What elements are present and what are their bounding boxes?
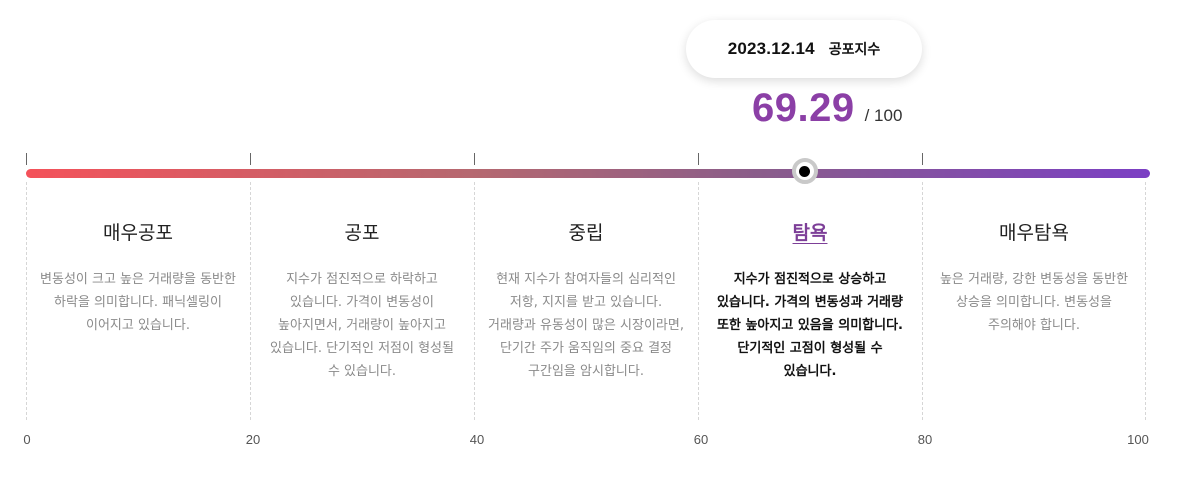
gauge-tick — [922, 153, 923, 165]
segment-description: 지수가 점진적으로 하락하고 있습니다. 가격이 변동성이 높아지면서, 거래량… — [270, 272, 454, 379]
segment-extreme-fear: 매우공포 변동성이 크고 높은 거래량을 동반한 하락을 의미합니다. 패닉셀링… — [26, 220, 250, 337]
gauge-tick — [698, 153, 699, 165]
gauge-marker-dot — [799, 165, 811, 177]
segment-divider — [698, 182, 699, 420]
scale-label-100: 100 — [1127, 432, 1149, 447]
score-value: 69.29 — [752, 86, 855, 130]
gauge-tick — [250, 153, 251, 165]
segment-description: 변동성이 크고 높은 거래량을 동반한 하락을 의미합니다. 패닉셀링이 이어지… — [40, 272, 236, 333]
gauge-tick — [26, 153, 27, 165]
segment-description-active: 지수가 점진적으로 상승하고 있습니다. 가격의 변동성과 거래량 또한 높아지… — [717, 272, 903, 379]
segment-extreme-greed: 매우탐욕 높은 거래량, 강한 변동성을 동반한 상승을 의미합니다. 변동성을… — [922, 220, 1146, 337]
segment-title: 매우공포 — [103, 222, 173, 244]
score-max: / 100 — [864, 106, 903, 125]
segment-description: 높은 거래량, 강한 변동성을 동반한 상승을 의미합니다. 변동성을 주의해야… — [939, 272, 1129, 333]
date-tooltip: 2023.12.14 공포지수 — [686, 20, 922, 78]
segment-divider — [1145, 182, 1146, 420]
scale-label-60: 60 — [693, 432, 709, 447]
scale-label-0: 0 — [23, 432, 31, 447]
segment-neutral: 중립 현재 지수가 참여자들의 심리적인 저항, 지지를 받고 있습니다. 거래… — [474, 220, 698, 383]
segment-greed: 탐욕 지수가 점진적으로 상승하고 있습니다. 가격의 변동성과 거래량 또한 … — [698, 220, 922, 383]
scale-label-40: 40 — [469, 432, 485, 447]
segment-description: 현재 지수가 참여자들의 심리적인 저항, 지지를 받고 있습니다. 거래량과 … — [488, 272, 684, 379]
segment-title-active[interactable]: 탐욕 — [792, 222, 828, 244]
segment-title: 공포 — [344, 222, 380, 244]
scale-label-80: 80 — [917, 432, 933, 447]
gauge-marker[interactable] — [791, 158, 818, 184]
segment-divider — [474, 182, 475, 420]
gauge-bar — [26, 169, 1150, 178]
gauge-tick — [474, 153, 475, 165]
segment-title: 매우탐욕 — [999, 222, 1069, 244]
segment-divider — [250, 182, 251, 420]
score-display: 69.29 / 100 — [752, 86, 902, 146]
scale-label-20: 20 — [245, 432, 261, 447]
segment-divider — [26, 182, 27, 420]
tooltip-label: 공포지수 — [828, 41, 881, 57]
segment-fear: 공포 지수가 점진적으로 하락하고 있습니다. 가격이 변동성이 높아지면서, … — [250, 220, 474, 383]
segment-divider — [922, 182, 923, 420]
tooltip-date: 2023.12.14 — [727, 39, 815, 58]
segment-title: 중립 — [568, 222, 604, 244]
